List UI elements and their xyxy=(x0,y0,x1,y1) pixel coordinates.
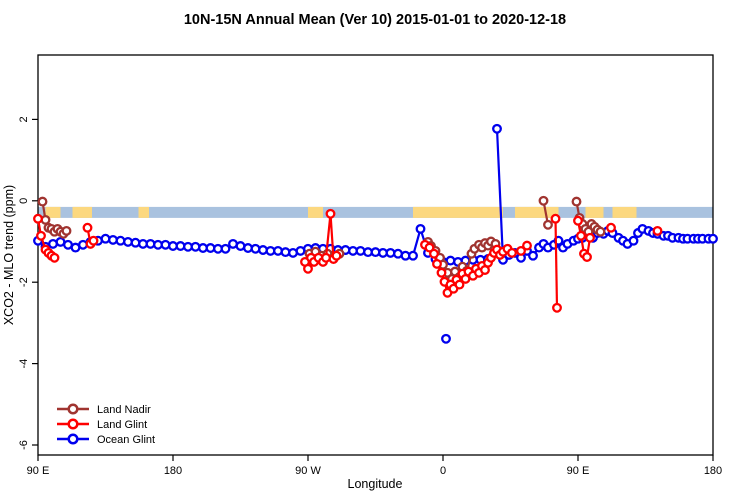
series-line xyxy=(554,218,559,308)
data-point xyxy=(130,237,141,248)
plot-frame xyxy=(37,54,714,456)
data-point xyxy=(606,222,616,233)
x-tick-label: 180 xyxy=(704,465,722,477)
chart-title: 10N-15N Annual Mean (Ver 10) 2015-01-01 … xyxy=(184,12,566,28)
data-point xyxy=(516,245,526,256)
map-band-land-segment xyxy=(138,206,149,218)
data-point xyxy=(576,230,586,241)
data-point xyxy=(408,250,418,261)
data-point xyxy=(82,222,93,233)
x-tick-label: 90 W xyxy=(295,465,321,477)
data-point xyxy=(49,252,60,263)
data-point xyxy=(40,214,51,225)
legend: Land Nadir Land Glint Ocean Glint xyxy=(57,403,155,446)
map-band-land-segment xyxy=(413,206,503,218)
y-tick-label: 0 xyxy=(18,198,30,204)
legend-marker xyxy=(67,418,79,430)
data-point xyxy=(522,240,532,251)
y-tick-label: -2 xyxy=(18,277,30,287)
data-point xyxy=(33,213,43,224)
map-band-land-segment xyxy=(308,206,323,218)
x-tick-label: 90 E xyxy=(567,465,590,477)
series-ocean-glint xyxy=(33,123,718,344)
data-point xyxy=(708,233,718,244)
y-tick-label: 2 xyxy=(18,116,30,122)
legend-label: Land Glint xyxy=(97,419,147,431)
x-tick-label: 180 xyxy=(164,465,182,477)
data-point xyxy=(355,245,366,256)
map-band-land-segment xyxy=(585,206,604,218)
data-point xyxy=(571,196,582,207)
legend-marker xyxy=(67,403,79,415)
data-point xyxy=(441,333,451,344)
data-point xyxy=(538,195,549,206)
x-tick-label: 0 xyxy=(440,465,446,477)
series-land-glint xyxy=(33,208,663,313)
data-point xyxy=(88,235,99,246)
y-tick-label: -4 xyxy=(18,359,30,369)
x-tick-label: 90 E xyxy=(27,465,50,477)
data-point xyxy=(331,250,342,261)
data-point xyxy=(429,248,439,259)
data-point xyxy=(36,230,46,241)
legend-label: Land Nadir xyxy=(97,404,151,416)
data-point xyxy=(573,215,583,226)
data-point xyxy=(303,263,313,274)
data-point xyxy=(628,235,639,246)
map-band-land-segment xyxy=(515,206,559,218)
data-point xyxy=(552,302,562,313)
data-point xyxy=(454,279,465,290)
legend-label: Ocean Glint xyxy=(97,434,155,446)
map-band-land-segment xyxy=(72,206,92,218)
map-band-land-segment xyxy=(45,206,61,218)
data-point xyxy=(652,225,663,236)
data-point xyxy=(436,267,447,278)
data-point xyxy=(321,252,331,263)
y-axis-label: XCO2 - MLO trend (ppm) xyxy=(2,185,16,325)
data-point xyxy=(432,258,442,269)
data-point xyxy=(37,196,48,207)
data-point xyxy=(190,241,201,252)
data-point xyxy=(160,239,171,250)
data-point xyxy=(528,250,538,261)
legend-marker xyxy=(67,433,79,445)
data-point xyxy=(220,243,231,254)
data-point xyxy=(273,245,283,256)
data-point xyxy=(445,255,456,266)
data-point xyxy=(507,247,517,258)
x-axis-label: Longitude xyxy=(348,477,403,491)
data-point xyxy=(550,213,561,224)
data-point xyxy=(582,252,592,262)
data-point xyxy=(585,232,595,243)
data-point xyxy=(415,223,426,234)
data-point xyxy=(595,226,606,237)
y-tick-label: -6 xyxy=(18,440,30,450)
map-band-land-segment xyxy=(612,206,637,218)
data-point xyxy=(250,243,261,254)
map-band-ocean xyxy=(38,206,713,218)
data-point xyxy=(100,233,111,244)
data-point xyxy=(492,123,502,134)
data-point xyxy=(325,208,336,219)
data-point xyxy=(543,219,553,230)
data-point xyxy=(61,225,72,236)
data-point xyxy=(115,235,126,246)
